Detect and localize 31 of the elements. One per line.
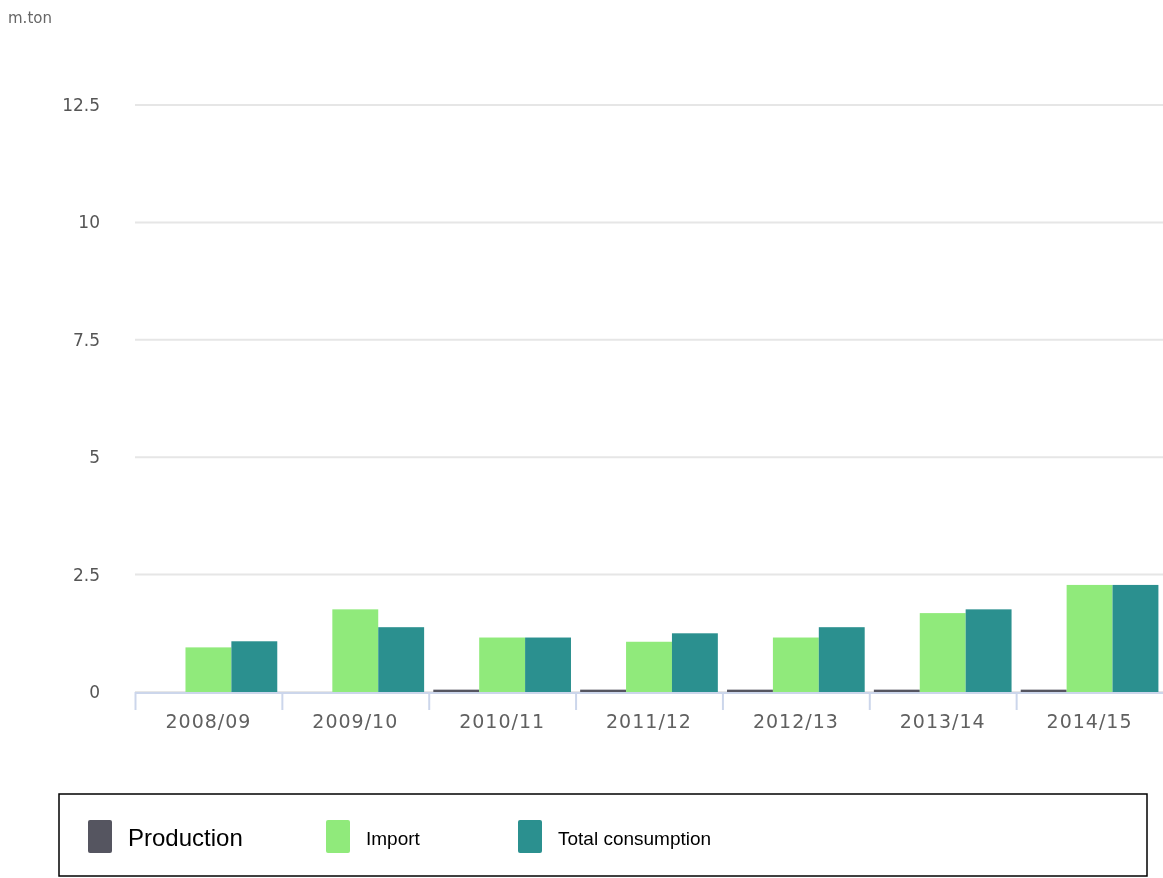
y-tick-label: 5 — [89, 447, 100, 468]
x-tick-label: 2008/09 — [165, 710, 252, 732]
bar — [479, 637, 526, 692]
y-tick-label: 10 — [78, 212, 100, 233]
y-axis-title: m.ton — [8, 9, 52, 27]
x-tick-label: 2009/10 — [312, 710, 399, 732]
bar — [378, 627, 425, 692]
bar — [772, 637, 819, 692]
x-tick-label: 2013/14 — [899, 710, 986, 732]
x-tick-label: 2014/15 — [1046, 710, 1133, 732]
y-tick-label: 12.5 — [62, 94, 100, 115]
bar — [1066, 584, 1113, 692]
bar — [185, 647, 232, 692]
bar — [332, 609, 379, 692]
bar — [818, 627, 865, 692]
bar — [1112, 584, 1159, 692]
x-tick-label: 2012/13 — [752, 710, 839, 732]
y-tick-label: 0 — [89, 681, 100, 702]
y-tick-label: 2.5 — [72, 564, 100, 585]
bar — [965, 609, 1012, 692]
bar — [231, 641, 278, 692]
legend-label: Production — [128, 824, 243, 852]
x-tick-label: 2011/12 — [606, 710, 692, 732]
y-tick-label: 7.5 — [72, 329, 100, 350]
bar — [525, 637, 571, 692]
legend-label: Import — [366, 827, 421, 849]
legend-label: Total consumption — [558, 827, 712, 849]
x-tick-label: 2010/11 — [459, 710, 546, 732]
bar — [671, 633, 718, 692]
bar — [626, 641, 672, 692]
bar — [919, 613, 966, 692]
